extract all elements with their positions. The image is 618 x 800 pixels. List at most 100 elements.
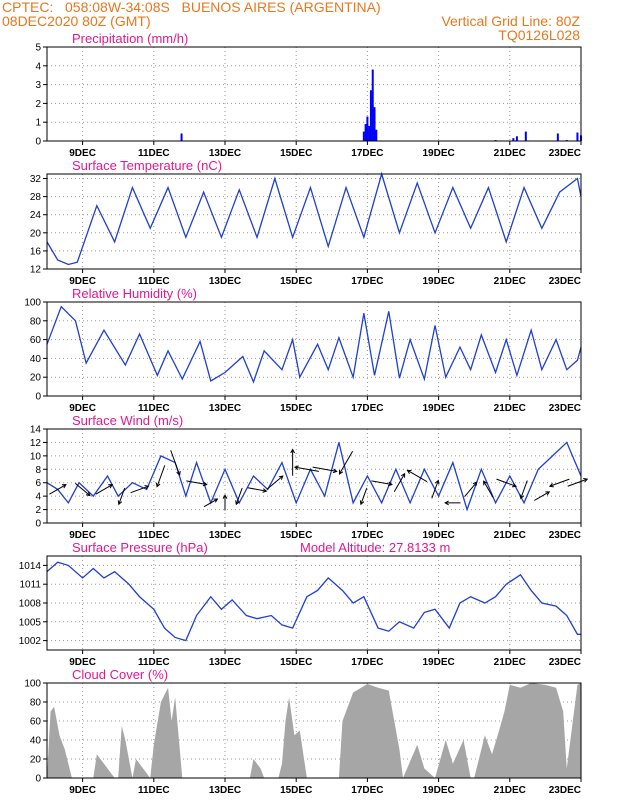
x-tick-label: 11DEC [138,148,170,159]
y-tick-label: 40 [30,736,42,747]
series-line [46,441,582,512]
y-tick-label: 20 [30,755,42,766]
wind-arrow-head [155,482,161,488]
x-tick-label: 21DEC [494,657,526,668]
y-tick-label: 5 [35,43,41,54]
wind-arrow [359,487,368,506]
y-tick-label: 0 [35,137,41,148]
wind-arrow-shaft [312,466,337,472]
precip-bar [371,69,374,141]
x-tick-label: 13DEC [209,530,241,541]
wind-arrow [444,500,461,506]
x-tick-label: 19DEC [422,148,454,159]
wind-arrow-head [213,498,219,503]
x-tick-label: 9DEC [69,276,96,287]
wind-arrow [464,481,478,498]
x-tick-label: 19DEC [422,785,454,796]
x-tick-label: 17DEC [351,530,383,541]
y-tick-label: 2 [35,99,41,110]
y-tick-label: 80 [30,316,42,327]
wind-arrow-shaft [235,487,243,505]
wind-arrow-shaft [339,450,354,475]
y-tick-label: 6 [35,478,41,489]
x-tick-label: 15DEC [280,148,312,159]
wind-arrow [235,487,243,506]
x-tick-label: 11DEC [138,530,170,541]
x-tick-label: 9DEC [69,657,96,668]
precip-bar [556,133,559,141]
precip-bar [366,116,369,141]
wind-arrow-shaft [75,482,91,496]
y-tick-label: 1014 [19,561,42,572]
x-tick-label: 23DEC [549,530,581,541]
wind-arrow [338,450,354,475]
y-tick-label: 1005 [19,617,42,628]
y-tick-label: 1 [35,118,41,129]
wind-arrow-shaft [407,469,428,483]
precip-bar [364,124,367,141]
panel-4: Surface Wind (m/s) 0 2 4 6 8 10 12 14 9DEC 11DEC 13… [30,413,589,541]
wind-arrow-shaft [156,465,166,487]
y-tick-label: 32 [30,174,42,185]
x-tick-label: 21DEC [494,785,526,796]
x-tick-label: 23DEC [549,403,581,414]
wind-arrow [186,480,208,487]
x-tick-label: 11DEC [138,657,170,668]
y-tick-label: 100 [24,298,41,309]
wind-arrow-head [108,484,114,489]
station-title: CPTEC: 058:08W-34:08S BUENOS AIRES (ARGE… [2,0,381,15]
wind-arrow-shaft [371,480,392,486]
wind-arrow-shaft [247,487,267,492]
wind-arrow-head [519,494,525,500]
wind-arrow-shaft [130,485,149,494]
y-tick-label: 20 [30,373,42,384]
x-tick-label: 11DEC [138,403,170,414]
precip-bar [576,132,579,141]
wind-arrow-head [387,481,393,487]
wind-arrow-shaft [534,491,550,501]
wind-arrow-shaft [170,450,181,476]
wind-arrow [496,478,517,488]
wind-arrow-head [85,491,91,497]
wind-arrow-shaft [496,478,517,487]
y-tick-label: 4 [35,61,41,72]
x-tick-label: 19DEC [422,657,454,668]
x-tick-label: 15DEC [280,657,312,668]
precip-bar [369,90,372,141]
x-tick-label: 23DEC [549,148,581,159]
x-tick-label: 23DEC [549,276,581,287]
wind-arrow-shaft [549,478,570,487]
wind-arrow [519,480,528,500]
wind-arrow-head [293,465,299,471]
y-tick-label: 60 [30,717,42,728]
wind-arrow-shaft [393,473,406,492]
panel-3: Relative Humidity (%) 0 20 40 60 80 100 9DEC 11D… [24,286,582,414]
wind-arrow [247,487,268,493]
wind-arrow [170,450,181,476]
panel-frame [46,46,582,142]
wind-arrow [406,469,428,483]
precip-bar [375,129,378,141]
wind-arrow-head [338,469,344,475]
y-tick-label: 10 [30,451,42,462]
y-tick-label: 0 [35,519,41,530]
series-line [46,561,581,642]
x-tick-label: 21DEC [494,148,526,159]
y-tick-label: 14 [30,425,42,436]
wind-arrow [75,482,91,497]
x-tick-label: 13DEC [209,785,241,796]
panel-6: Cloud Cover (%) 0 20 40 60 80 100 9DEC 11DEC 13DE… [24,667,582,796]
precip-bar [515,136,518,141]
precip-bar [512,138,515,141]
panel-title: Surface Wind (m/s) [72,413,183,428]
y-tick-label: 80 [30,698,42,709]
wind-arrow-shaft [520,480,528,499]
panel-title: Surface Pressure (hPa) [72,540,208,555]
wind-arrow-head [359,500,365,506]
x-tick-label: 17DEC [351,276,383,287]
x-tick-label: 13DEC [209,148,241,159]
wind-arrow [95,484,114,495]
panel-title: Cloud Cover (%) [72,667,168,682]
y-tick-label: 2 [35,505,41,516]
